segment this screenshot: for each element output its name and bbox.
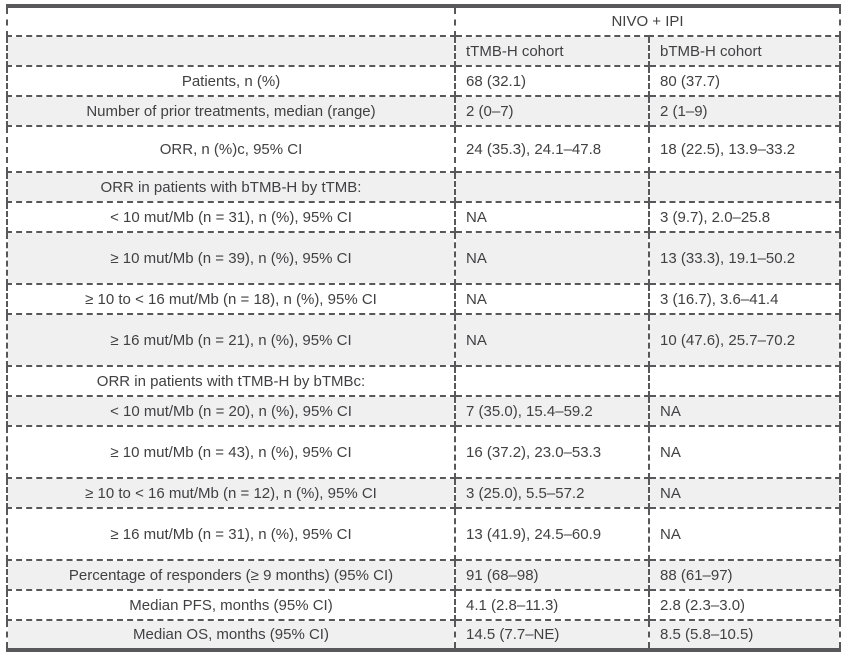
btmb-value-cell: 88 (61–97) — [647, 559, 842, 591]
ttmb-value-cell: 2 (0–7) — [454, 95, 650, 127]
group-header-cell: NIVO + IPI — [453, 5, 842, 37]
btmb-value-cell: 3 (16.7), 3.6–41.4 — [647, 283, 842, 315]
table-row: ≥ 16 mut/Mb (n = 31), n (%), 95% CI 13 (… — [6, 507, 842, 561]
table-row: ORR, n (%)c, 95% CI 24 (35.3), 24.1–47.8… — [6, 125, 842, 173]
section-header-cell: ORR in patients with tTMB-H by bTMBc: — [6, 365, 456, 397]
table-row: Percentage of responders (≥ 9 months) (9… — [6, 559, 842, 591]
table-row: < 10 mut/Mb (n = 20), n (%), 95% CI 7 (3… — [6, 395, 842, 427]
ttmb-value-cell — [454, 365, 650, 397]
table-row: Median PFS, months (95% CI) 4.1 (2.8–11.… — [6, 589, 842, 621]
table-row: Patients, n (%) 68 (32.1) 80 (37.7) — [6, 65, 842, 97]
row-label-cell: ≥ 10 to < 16 mut/Mb (n = 12), n (%), 95%… — [6, 477, 456, 509]
ttmb-value-cell: 14.5 (7.7–NE) — [454, 619, 650, 651]
btmb-value-cell: 13 (33.3), 19.1–50.2 — [647, 231, 842, 285]
btmb-value-cell — [647, 171, 842, 203]
ttmb-value-cell: 4.1 (2.8–11.3) — [454, 589, 650, 621]
row-label-cell: Number of prior treatments, median (rang… — [6, 95, 456, 127]
ttmb-value-cell: NA — [454, 283, 650, 315]
btmb-value-cell: 10 (47.6), 25.7–70.2 — [647, 313, 842, 367]
column-header-ttmb: tTMB-H cohort — [454, 35, 650, 67]
row-label-cell: < 10 mut/Mb (n = 20), n (%), 95% CI — [6, 395, 456, 427]
row-label-cell: < 10 mut/Mb (n = 31), n (%), 95% CI — [6, 201, 456, 233]
btmb-value-cell: 2.8 (2.3–3.0) — [647, 589, 842, 621]
table-row: Number of prior treatments, median (rang… — [6, 95, 842, 127]
ttmb-value-cell: 68 (32.1) — [454, 65, 650, 97]
row-label-cell: Percentage of responders (≥ 9 months) (9… — [6, 559, 456, 591]
ttmb-value-cell: 24 (35.3), 24.1–47.8 — [454, 125, 650, 173]
table-row: ≥ 10 mut/Mb (n = 39), n (%), 95% CI NA 1… — [6, 231, 842, 285]
btmb-value-cell: 2 (1–9) — [647, 95, 842, 127]
row-label-cell: Median PFS, months (95% CI) — [6, 589, 456, 621]
group-header-row: NIVO + IPI — [6, 5, 842, 37]
column-header-row: tTMB-H cohort bTMB-H cohort — [6, 35, 842, 67]
ttmb-value-cell: NA — [454, 201, 650, 233]
ttmb-value-cell: 3 (25.0), 5.5–57.2 — [454, 477, 650, 509]
ttmb-value-cell: 16 (37.2), 23.0–53.3 — [454, 425, 650, 479]
btmb-value-cell: 80 (37.7) — [647, 65, 842, 97]
ttmb-value-cell — [454, 171, 650, 203]
btmb-value-cell: NA — [647, 395, 842, 427]
row-label-cell: ≥ 16 mut/Mb (n = 21), n (%), 95% CI — [6, 313, 456, 367]
ttmb-value-cell: NA — [454, 313, 650, 367]
table-row: ≥ 16 mut/Mb (n = 21), n (%), 95% CI NA 1… — [6, 313, 842, 367]
btmb-value-cell: 18 (22.5), 13.9–33.2 — [647, 125, 842, 173]
results-table: NIVO + IPI tTMB-H cohort bTMB-H cohort P… — [6, 4, 842, 652]
table-row: ≥ 10 to < 16 mut/Mb (n = 12), n (%), 95%… — [6, 477, 842, 509]
results-table-container: NIVO + IPI tTMB-H cohort bTMB-H cohort P… — [6, 4, 842, 652]
row-label-cell: Median OS, months (95% CI) — [6, 619, 456, 651]
table-row: Median OS, months (95% CI) 14.5 (7.7–NE)… — [6, 619, 842, 651]
btmb-value-cell — [647, 365, 842, 397]
btmb-value-cell: NA — [647, 425, 842, 479]
row-label-cell: ORR, n (%)c, 95% CI — [6, 125, 456, 173]
table-row: ≥ 10 to < 16 mut/Mb (n = 18), n (%), 95%… — [6, 283, 842, 315]
table-row: < 10 mut/Mb (n = 31), n (%), 95% CI NA 3… — [6, 201, 842, 233]
table-row: ≥ 10 mut/Mb (n = 43), n (%), 95% CI 16 (… — [6, 425, 842, 479]
btmb-value-cell: NA — [647, 507, 842, 561]
empty-corner-cell — [6, 5, 456, 37]
row-label-cell: ≥ 10 mut/Mb (n = 39), n (%), 95% CI — [6, 231, 456, 285]
empty-header-cell — [6, 35, 456, 67]
ttmb-value-cell: NA — [454, 231, 650, 285]
section-header-row: ORR in patients with bTMB-H by tTMB: — [6, 171, 842, 203]
section-header-row: ORR in patients with tTMB-H by bTMBc: — [6, 365, 842, 397]
btmb-value-cell: NA — [647, 477, 842, 509]
row-label-cell: ≥ 16 mut/Mb (n = 31), n (%), 95% CI — [6, 507, 456, 561]
section-header-cell: ORR in patients with bTMB-H by tTMB: — [6, 171, 456, 203]
ttmb-value-cell: 13 (41.9), 24.5–60.9 — [454, 507, 650, 561]
btmb-value-cell: 3 (9.7), 2.0–25.8 — [647, 201, 842, 233]
ttmb-value-cell: 91 (68–98) — [454, 559, 650, 591]
row-label-cell: Patients, n (%) — [6, 65, 456, 97]
btmb-value-cell: 8.5 (5.8–10.5) — [647, 619, 842, 651]
row-label-cell: ≥ 10 to < 16 mut/Mb (n = 18), n (%), 95%… — [6, 283, 456, 315]
column-header-btmb: bTMB-H cohort — [647, 35, 842, 67]
ttmb-value-cell: 7 (35.0), 15.4–59.2 — [454, 395, 650, 427]
row-label-cell: ≥ 10 mut/Mb (n = 43), n (%), 95% CI — [6, 425, 456, 479]
